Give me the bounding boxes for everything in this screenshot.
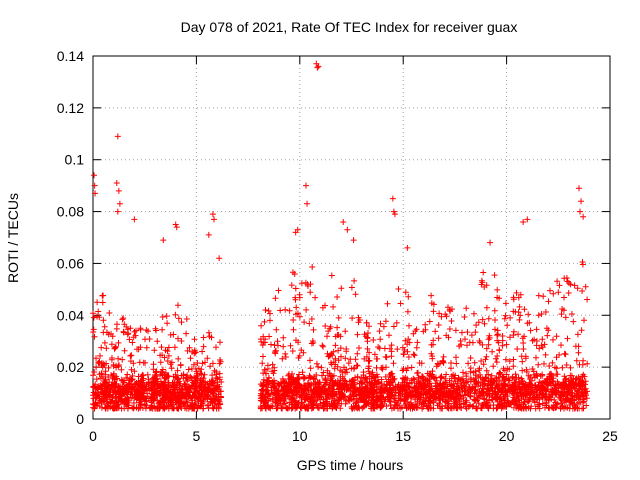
grid-lines — [93, 56, 610, 419]
y-axis: 0 0.02 0.04 0.06 0.08 0.1 0.12 0.14 — [57, 48, 610, 427]
x-tick-label: 10 — [292, 428, 308, 444]
outlier-point — [578, 198, 585, 205]
outlier-point — [524, 216, 531, 223]
y-tick-label: 0.1 — [65, 152, 85, 168]
x-tick-label: 25 — [602, 428, 618, 444]
outlier-point — [303, 182, 310, 189]
outlier-point — [116, 200, 123, 207]
outlier-point — [344, 226, 351, 233]
outlier-point — [487, 239, 494, 246]
outlier-point — [389, 195, 396, 202]
x-tick-label: 15 — [395, 428, 411, 444]
outlier-point — [575, 185, 582, 192]
outlier-point — [404, 244, 411, 251]
x-tick-label: 20 — [499, 428, 515, 444]
outlier-point — [115, 187, 122, 194]
y-axis-label: ROTI / TECUs — [5, 193, 21, 283]
outlier-point — [520, 218, 527, 225]
outlier-point — [131, 216, 138, 223]
y-tick-label: 0.08 — [57, 204, 84, 220]
outlier-point — [113, 180, 120, 187]
x-axis-label: GPS time / hours — [297, 457, 404, 473]
outlier-point — [205, 231, 212, 238]
outlier-point — [114, 133, 121, 140]
data-points — [90, 60, 591, 412]
outlier-point — [91, 172, 98, 179]
outlier-point — [294, 226, 301, 233]
plot-frame — [92, 55, 611, 420]
y-tick-label: 0.06 — [57, 255, 84, 271]
x-tick-label: 5 — [193, 428, 201, 444]
outlier-point — [580, 213, 587, 220]
outlier-point — [314, 64, 321, 71]
y-tick-label: 0 — [76, 411, 84, 427]
y-tick-label: 0.14 — [57, 48, 84, 64]
chart-title: Day 078 of 2021, Rate Of TEC Index for r… — [181, 19, 518, 35]
outlier-point — [173, 224, 180, 231]
outlier-point — [209, 211, 216, 218]
outlier-point — [210, 216, 217, 223]
y-tick-label: 0.02 — [57, 359, 84, 375]
outlier-point — [216, 255, 223, 262]
outlier-point — [160, 237, 167, 244]
y-tick-label: 0.12 — [57, 100, 84, 116]
outlier-point — [172, 221, 179, 228]
outlier-point — [92, 190, 99, 197]
y-tick-label: 0.04 — [57, 307, 84, 323]
outlier-point — [577, 208, 584, 215]
outlier-point — [304, 200, 311, 207]
outlier-point — [114, 208, 121, 215]
outlier-point — [391, 211, 398, 218]
outlier-point — [350, 237, 357, 244]
outlier-point — [390, 208, 397, 215]
x-tick-label: 0 — [89, 428, 97, 444]
outlier-point — [91, 182, 98, 189]
scatter-cloud — [90, 259, 591, 412]
x-axis: 0 5 10 15 20 25 — [89, 56, 618, 444]
outlier-point — [340, 218, 347, 225]
outlier-point — [315, 63, 322, 70]
